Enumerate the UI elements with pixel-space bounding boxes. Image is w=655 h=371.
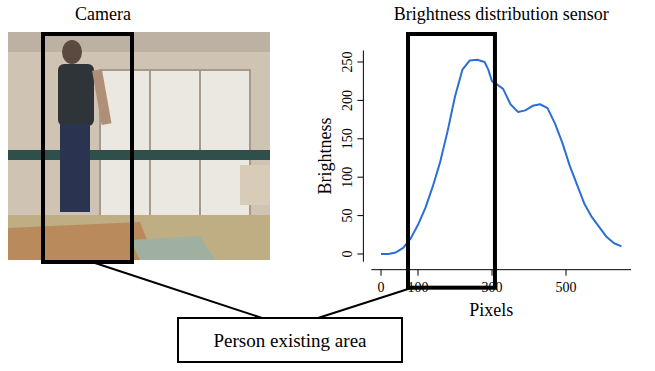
box: [240, 165, 270, 205]
callout-box: [178, 318, 402, 362]
person-head: [62, 40, 82, 64]
y-tick-label: 150: [340, 128, 355, 149]
y-tick-label: 50: [340, 209, 355, 223]
camera-person-frame: [43, 34, 132, 262]
callout-line: [92, 262, 262, 318]
camera-photo: [8, 32, 270, 260]
x-tick-label: 500: [556, 280, 577, 295]
chart-person-frame: [408, 34, 495, 288]
x-tick: [418, 270, 419, 276]
wall: [8, 32, 270, 260]
chart-title: Brightness distribution sensor: [394, 4, 609, 24]
figure: Camera Brightness distribution sensor 0 100…: [0, 0, 655, 371]
y-axis-line: [363, 50, 364, 261]
brightness-line: [381, 60, 622, 254]
axes: [363, 50, 631, 269]
person-trousers: [60, 124, 90, 212]
callout-label: Person existing area: [213, 330, 367, 351]
plot-data: [381, 60, 622, 254]
x-tick: [566, 270, 567, 276]
x-axis-label: Pixels: [469, 300, 513, 320]
camera-title: Camera: [75, 4, 131, 24]
x-tick-label: 0: [378, 280, 385, 295]
person-shirt: [58, 64, 94, 126]
y-tick: [357, 100, 363, 101]
y-tick-label: 0: [340, 251, 355, 258]
y-tick: [357, 62, 363, 63]
y-axis-label: Brightness: [315, 118, 335, 195]
sliding-doors: [100, 70, 250, 220]
wall-stripe: [8, 150, 270, 160]
y-tick-label: 100: [340, 167, 355, 188]
y-tick: [357, 177, 363, 178]
person-arm: [92, 69, 111, 125]
callout-line: [318, 288, 412, 318]
tatami-floor: [8, 215, 270, 260]
door-edge: [149, 70, 151, 220]
x-tick: [492, 270, 493, 276]
y-tick: [357, 138, 363, 139]
door-edge: [199, 70, 201, 220]
x-tick: [381, 270, 382, 276]
y-tick: [357, 215, 363, 216]
y-tick: [357, 254, 363, 255]
x-axis-line: [371, 269, 631, 270]
y-tick-label: 200: [340, 90, 355, 111]
cushion: [130, 236, 215, 260]
y-tick-label: 250: [340, 52, 355, 73]
